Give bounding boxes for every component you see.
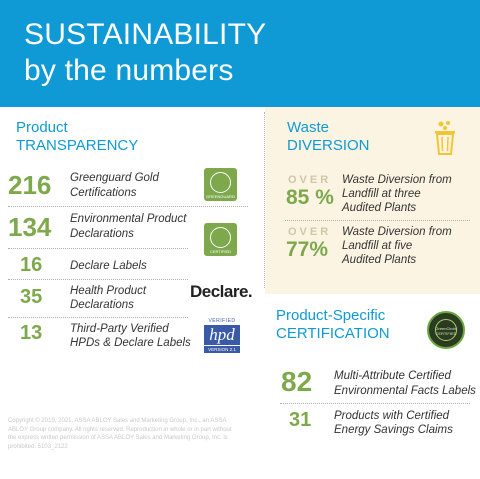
- over-label: OVER: [288, 226, 332, 238]
- stat-label: Products with Certified: [334, 410, 450, 422]
- stat-label: Environmental Facts Labels: [334, 385, 476, 397]
- stat-label: Declarations: [70, 228, 134, 240]
- stat-value: 216: [8, 170, 52, 200]
- header-title-line2: by the numbers: [24, 54, 234, 87]
- hpd-verified-logo: VERIFIED hpd VERSION 2.1: [204, 318, 240, 354]
- waste-diversion-panel: [265, 107, 480, 294]
- row-divider: [280, 403, 470, 404]
- row-divider: [8, 279, 188, 280]
- row-divider: [8, 317, 188, 318]
- row-divider: [8, 206, 248, 207]
- stat-label: Environmental Product: [70, 213, 187, 225]
- waste-diversion-subtitle: DIVERSION: [287, 137, 370, 154]
- greenguard-gold-logo: GREENGUARD: [204, 168, 237, 201]
- row-divider: [8, 248, 188, 249]
- stat-label: Declare Labels: [70, 260, 147, 272]
- stat-label: Landfill at five: [342, 240, 413, 252]
- recycle-bin-icon: [435, 121, 455, 155]
- over-label: OVER: [288, 174, 332, 186]
- copyright-footer: Copyright © 2019, 2021, ASSA ABLOY Sales…: [8, 418, 232, 450]
- stat-label: Declarations: [70, 299, 134, 311]
- stat-label: Third-Party Verified: [70, 323, 169, 335]
- stat-value: 35: [20, 286, 43, 308]
- stat-label: Landfill at three: [342, 188, 421, 200]
- stat-label: Greenguard Gold: [70, 172, 159, 184]
- stat-label: Energy Savings Claims: [334, 424, 453, 436]
- waste-diversion-title: Waste: [287, 119, 329, 136]
- stat-value: 13: [20, 322, 43, 344]
- stat-value: 82: [281, 366, 313, 397]
- stat-label: Certifications: [70, 187, 137, 199]
- stat-label: Health Product: [70, 285, 147, 297]
- declare-logo: Declare.: [190, 282, 253, 301]
- stat-label: Audited Plants: [342, 202, 417, 214]
- greencircle-certified-logo: GreenCircle CERTIFIED: [427, 311, 465, 349]
- stat-label: Waste Diversion from: [342, 174, 452, 186]
- greenguard-certified-logo: CERTIFIED: [204, 223, 237, 256]
- product-transparency-title: Product: [16, 119, 68, 136]
- stat-value: 16: [20, 254, 43, 276]
- stat-label: Waste Diversion from: [342, 226, 452, 238]
- stat-value: 85 %: [286, 186, 334, 209]
- product-specific-subtitle: CERTIFICATION: [276, 325, 390, 342]
- stat-label: Audited Plants: [342, 254, 417, 266]
- header-title-line1: SUSTAINABILITY: [24, 18, 267, 51]
- header-banner: SUSTAINABILITY by the numbers: [0, 0, 480, 107]
- vertical-divider: [264, 112, 265, 288]
- stat-label: Multi-Attribute Certified: [334, 370, 451, 382]
- stat-value: 31: [289, 409, 312, 431]
- product-transparency-subtitle: TRANSPARENCY: [16, 137, 139, 154]
- stat-value: 134: [8, 212, 52, 242]
- stat-label: HPDs & Declare Labels: [70, 337, 191, 349]
- stat-value: 77%: [286, 238, 329, 261]
- row-divider: [285, 220, 470, 221]
- product-specific-title: Product-Specific: [276, 307, 386, 324]
